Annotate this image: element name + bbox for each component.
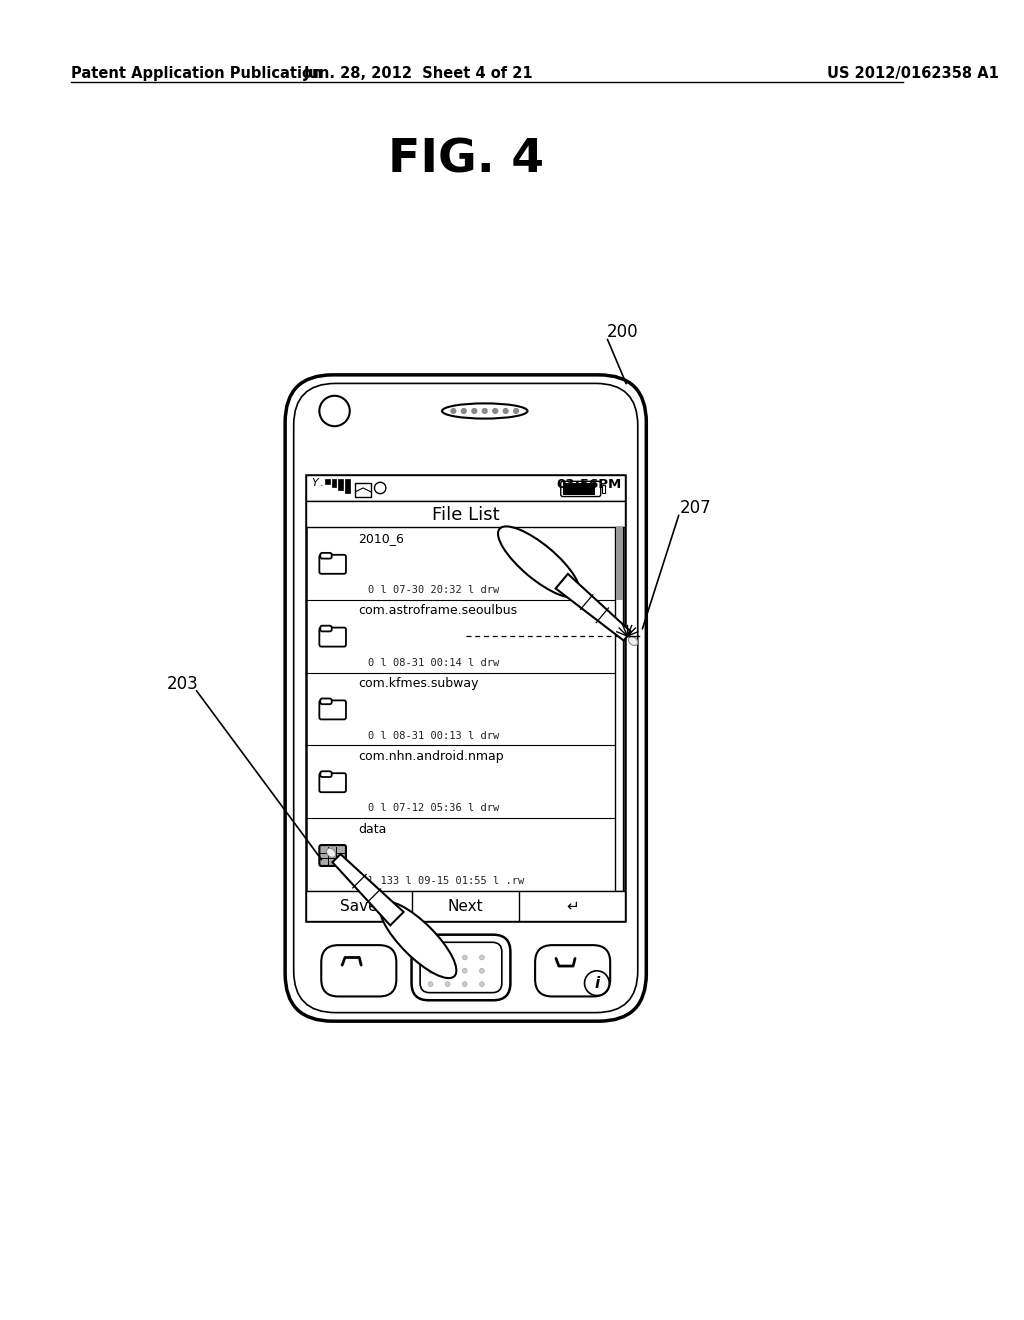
Circle shape [451, 409, 456, 413]
FancyBboxPatch shape [322, 945, 396, 997]
Text: Save: Save [340, 899, 378, 913]
Circle shape [428, 956, 433, 960]
Text: ↵: ↵ [566, 899, 579, 913]
Text: Next: Next [447, 899, 483, 913]
Text: Y: Y [311, 478, 317, 488]
Text: 200: 200 [606, 323, 638, 341]
Text: i: i [594, 975, 599, 990]
Text: com.nhn.android.nmap: com.nhn.android.nmap [358, 750, 504, 763]
Text: l 133 l 09-15 01:55 l .rw: l 133 l 09-15 01:55 l .rw [368, 876, 524, 886]
Polygon shape [556, 574, 631, 640]
Circle shape [482, 409, 487, 413]
Text: 0 l 07-12 05:36 l drw: 0 l 07-12 05:36 l drw [368, 804, 499, 813]
FancyBboxPatch shape [319, 774, 346, 792]
Bar [332, 479, 337, 487]
Circle shape [493, 409, 498, 413]
Circle shape [585, 970, 609, 995]
Text: data: data [358, 822, 387, 836]
Bar [345, 479, 350, 492]
Ellipse shape [380, 902, 457, 978]
Bar [306, 475, 626, 502]
Text: 0 l 07-30 20:32 l drw: 0 l 07-30 20:32 l drw [368, 585, 499, 595]
Circle shape [503, 409, 508, 413]
Text: .: . [319, 478, 323, 488]
Ellipse shape [375, 482, 386, 494]
Text: 03:56PM: 03:56PM [556, 478, 622, 491]
Bar [306, 475, 626, 921]
Ellipse shape [442, 404, 527, 418]
Text: 0 l 08-31 00:14 l drw: 0 l 08-31 00:14 l drw [368, 657, 499, 668]
Bar [306, 502, 626, 527]
Text: US 2012/0162358 A1: US 2012/0162358 A1 [827, 66, 998, 81]
Text: File List: File List [432, 506, 500, 524]
Text: 207: 207 [680, 499, 712, 517]
Text: Patent Application Publication: Patent Application Publication [72, 66, 323, 81]
Bar [338, 479, 343, 490]
Circle shape [463, 956, 467, 960]
Circle shape [445, 956, 450, 960]
FancyBboxPatch shape [420, 942, 502, 993]
Text: 203: 203 [166, 675, 198, 693]
Bar [615, 527, 623, 599]
FancyBboxPatch shape [321, 771, 332, 777]
Circle shape [463, 969, 467, 973]
Text: com.kfmes.subway: com.kfmes.subway [358, 677, 479, 690]
Ellipse shape [498, 527, 580, 598]
Circle shape [479, 969, 484, 973]
Bar [355, 483, 371, 496]
Text: 0 l 08-31 00:13 l drw: 0 l 08-31 00:13 l drw [368, 730, 499, 741]
Bar [325, 479, 330, 484]
FancyBboxPatch shape [321, 553, 332, 558]
Circle shape [428, 969, 433, 973]
FancyBboxPatch shape [561, 482, 601, 496]
Circle shape [462, 409, 466, 413]
Circle shape [472, 409, 476, 413]
Ellipse shape [629, 636, 638, 645]
Circle shape [479, 982, 484, 986]
Text: com.astroframe.seoulbus: com.astroframe.seoulbus [358, 605, 517, 618]
FancyBboxPatch shape [536, 945, 610, 997]
Circle shape [428, 982, 433, 986]
Bar [562, 483, 595, 495]
Circle shape [319, 396, 350, 426]
FancyBboxPatch shape [319, 627, 346, 647]
Text: FIG. 4: FIG. 4 [388, 137, 544, 182]
Text: Jun. 28, 2012  Sheet 4 of 21: Jun. 28, 2012 Sheet 4 of 21 [303, 66, 534, 81]
FancyBboxPatch shape [412, 935, 510, 1001]
Circle shape [445, 969, 450, 973]
Bar [306, 891, 626, 921]
FancyBboxPatch shape [321, 698, 332, 704]
FancyBboxPatch shape [321, 626, 332, 631]
Circle shape [479, 956, 484, 960]
FancyBboxPatch shape [319, 554, 346, 574]
Circle shape [445, 982, 450, 986]
Bar [602, 486, 605, 492]
FancyBboxPatch shape [319, 845, 346, 866]
Text: 2010_6: 2010_6 [358, 532, 404, 545]
FancyBboxPatch shape [319, 701, 346, 719]
Polygon shape [333, 854, 403, 925]
Circle shape [463, 982, 467, 986]
FancyBboxPatch shape [285, 375, 646, 1022]
Bar [615, 527, 624, 891]
FancyBboxPatch shape [294, 383, 638, 1012]
Ellipse shape [327, 849, 336, 858]
Circle shape [514, 409, 518, 413]
